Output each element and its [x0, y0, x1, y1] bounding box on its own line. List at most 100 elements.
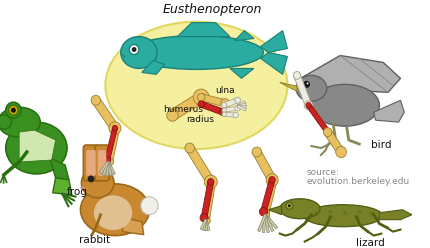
Polygon shape — [107, 162, 112, 176]
Circle shape — [80, 186, 84, 190]
Polygon shape — [200, 101, 224, 115]
Polygon shape — [108, 130, 119, 162]
Circle shape — [293, 72, 301, 79]
Circle shape — [221, 99, 230, 108]
Circle shape — [329, 210, 332, 214]
Polygon shape — [297, 56, 400, 100]
Circle shape — [266, 174, 278, 186]
Circle shape — [308, 104, 313, 110]
Circle shape — [324, 129, 331, 136]
Circle shape — [185, 143, 194, 153]
Text: ulna: ulna — [215, 86, 235, 95]
Ellipse shape — [81, 168, 114, 198]
Polygon shape — [264, 214, 278, 229]
Circle shape — [129, 45, 139, 55]
Polygon shape — [230, 68, 254, 78]
Polygon shape — [237, 103, 246, 107]
Polygon shape — [142, 61, 165, 74]
Circle shape — [112, 125, 118, 131]
Text: evolution.berkeley.edu: evolution.berkeley.edu — [307, 177, 410, 186]
Circle shape — [222, 108, 226, 112]
Text: source:: source: — [307, 168, 339, 177]
Circle shape — [114, 127, 120, 133]
Circle shape — [252, 147, 261, 157]
Ellipse shape — [0, 107, 40, 137]
FancyBboxPatch shape — [98, 150, 106, 176]
Circle shape — [200, 214, 208, 222]
FancyBboxPatch shape — [83, 145, 99, 181]
Circle shape — [336, 146, 347, 157]
Ellipse shape — [121, 37, 157, 68]
Ellipse shape — [129, 35, 264, 69]
Polygon shape — [264, 182, 276, 215]
Polygon shape — [268, 206, 282, 215]
Polygon shape — [200, 94, 226, 107]
Circle shape — [221, 102, 227, 108]
Circle shape — [304, 101, 313, 110]
Polygon shape — [261, 31, 287, 53]
Polygon shape — [308, 106, 332, 136]
Polygon shape — [307, 104, 330, 134]
Circle shape — [220, 109, 227, 116]
Circle shape — [9, 105, 18, 115]
Polygon shape — [50, 158, 69, 180]
Polygon shape — [205, 185, 215, 221]
Polygon shape — [261, 53, 287, 74]
Ellipse shape — [310, 84, 379, 126]
Polygon shape — [264, 214, 274, 231]
Polygon shape — [53, 178, 72, 195]
Polygon shape — [200, 219, 207, 230]
Polygon shape — [201, 181, 214, 218]
Text: frog: frog — [67, 187, 88, 197]
Ellipse shape — [80, 184, 150, 236]
Polygon shape — [102, 161, 109, 175]
Circle shape — [357, 210, 361, 214]
Circle shape — [107, 158, 114, 165]
Circle shape — [269, 177, 275, 183]
Polygon shape — [325, 130, 344, 154]
Ellipse shape — [296, 75, 327, 101]
Circle shape — [326, 131, 333, 138]
Polygon shape — [205, 219, 210, 231]
Polygon shape — [264, 215, 269, 233]
Polygon shape — [203, 219, 207, 231]
Ellipse shape — [105, 22, 287, 149]
Polygon shape — [170, 93, 204, 120]
Circle shape — [141, 197, 158, 215]
Polygon shape — [186, 146, 215, 184]
Polygon shape — [237, 101, 246, 107]
Polygon shape — [235, 31, 254, 41]
Ellipse shape — [0, 115, 12, 129]
Polygon shape — [205, 220, 207, 231]
Circle shape — [235, 97, 240, 103]
Text: lizard: lizard — [356, 238, 385, 248]
Circle shape — [210, 182, 215, 187]
Polygon shape — [237, 105, 246, 108]
Circle shape — [323, 128, 332, 136]
Circle shape — [197, 93, 205, 101]
Text: rabbit: rabbit — [79, 235, 110, 245]
Text: Eusthenopteron: Eusthenopteron — [163, 3, 262, 16]
Circle shape — [343, 211, 347, 215]
Polygon shape — [224, 106, 238, 112]
Polygon shape — [123, 218, 144, 235]
Text: bird: bird — [371, 140, 391, 150]
Polygon shape — [92, 98, 119, 131]
Circle shape — [303, 81, 310, 88]
FancyBboxPatch shape — [86, 150, 96, 176]
Circle shape — [167, 109, 178, 121]
Circle shape — [263, 211, 270, 218]
Circle shape — [6, 102, 21, 118]
Polygon shape — [280, 82, 297, 91]
Circle shape — [370, 212, 374, 216]
Polygon shape — [261, 179, 275, 213]
Circle shape — [132, 47, 137, 52]
Circle shape — [314, 212, 318, 216]
Polygon shape — [253, 150, 276, 182]
Polygon shape — [379, 210, 412, 220]
Circle shape — [306, 102, 311, 108]
Polygon shape — [106, 162, 110, 176]
Ellipse shape — [304, 205, 382, 227]
Circle shape — [235, 105, 240, 111]
Polygon shape — [237, 105, 246, 111]
